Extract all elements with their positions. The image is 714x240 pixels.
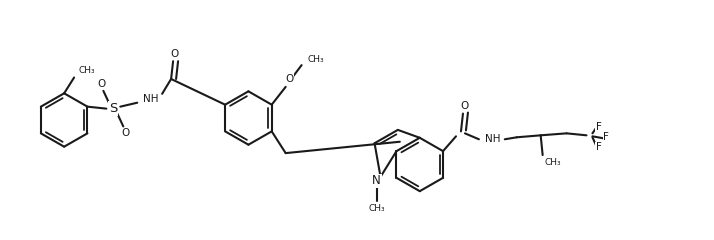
Text: NH: NH — [485, 134, 501, 144]
Text: NH: NH — [144, 94, 159, 104]
Text: O: O — [121, 128, 129, 138]
Text: CH₃: CH₃ — [308, 55, 324, 64]
Text: F: F — [603, 132, 609, 142]
Text: S: S — [109, 102, 118, 115]
Text: O: O — [170, 49, 178, 59]
Text: O: O — [97, 79, 106, 89]
Text: F: F — [595, 122, 601, 132]
Text: O: O — [461, 101, 469, 111]
Text: F: F — [595, 142, 601, 152]
Text: CH₃: CH₃ — [368, 204, 385, 213]
Text: CH₃: CH₃ — [545, 158, 561, 168]
Text: N: N — [372, 174, 381, 187]
Text: O: O — [286, 74, 293, 84]
Text: CH₃: CH₃ — [78, 66, 95, 75]
